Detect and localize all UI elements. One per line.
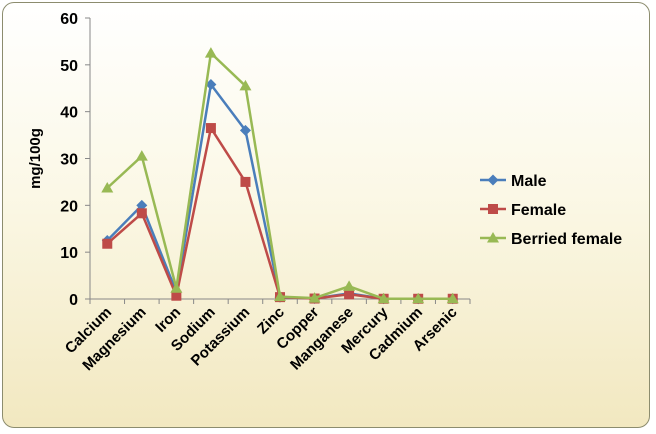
series-line	[106, 83, 453, 301]
data-point	[170, 282, 183, 293]
data-point	[205, 123, 216, 134]
data-point	[308, 292, 321, 303]
series-berried-female	[101, 47, 459, 304]
legend-marker	[487, 232, 499, 243]
y-tick-label: 40	[60, 105, 78, 122]
legend-label: Berried female	[511, 231, 622, 248]
legend-marker	[487, 174, 499, 186]
data-point	[412, 292, 425, 304]
legend-item-female: Female	[480, 202, 566, 219]
chart-frame	[2, 2, 650, 428]
y-axis-title: mg/100g	[27, 128, 44, 189]
legend-item-male: Male	[480, 173, 547, 190]
y-tick-label: 60	[60, 11, 78, 28]
legend-item-berried-female: Berried female	[480, 231, 622, 248]
data-point	[239, 124, 251, 136]
y-tick-label: 10	[60, 245, 78, 262]
data-point	[344, 289, 355, 300]
legend-marker	[488, 204, 498, 214]
y-tick-label: 0	[69, 292, 78, 309]
legend-label: Male	[511, 173, 547, 190]
data-point	[136, 199, 148, 211]
data-point	[343, 280, 356, 291]
data-point	[377, 292, 390, 304]
data-point	[102, 238, 113, 249]
data-point	[205, 79, 217, 91]
y-tick-label: 20	[60, 198, 78, 215]
data-point	[136, 208, 147, 219]
data-point	[171, 290, 182, 301]
data-point	[101, 182, 114, 193]
legend-label: Female	[511, 202, 566, 219]
data-point	[274, 290, 286, 302]
series-line	[106, 126, 453, 301]
y-tick-label: 30	[60, 152, 78, 169]
series-layer	[101, 47, 459, 305]
y-tick-label: 50	[60, 58, 78, 75]
data-point	[204, 47, 217, 58]
data-point	[446, 292, 459, 304]
data-point	[239, 79, 252, 91]
series-male	[101, 79, 459, 305]
series-line	[106, 51, 453, 301]
data-point	[135, 150, 148, 161]
data-point	[240, 176, 251, 187]
legend: Male Female Berried female	[480, 173, 622, 248]
y-axis: 0 10 20 30 40 50 60	[60, 11, 91, 309]
